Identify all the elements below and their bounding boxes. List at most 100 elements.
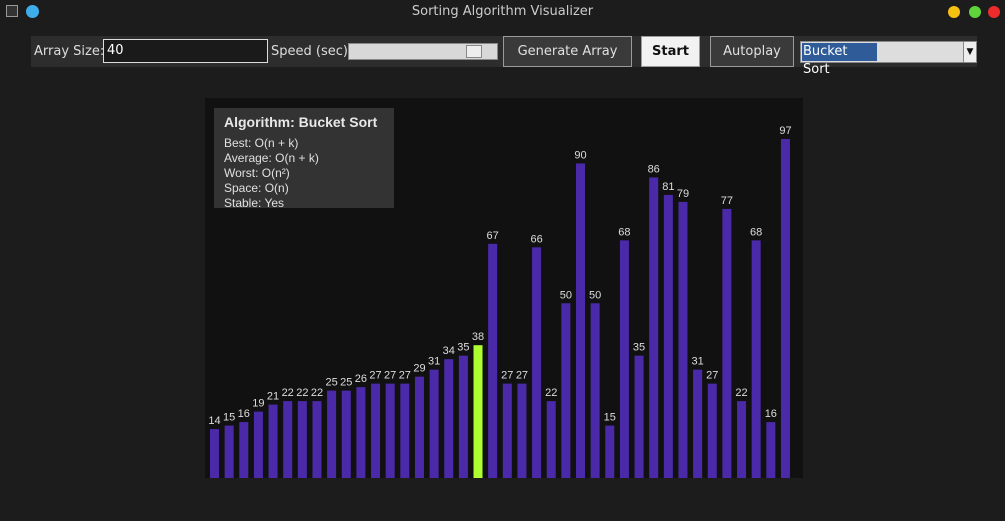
- bar-value-label: 15: [604, 412, 616, 424]
- bar-value-label: 27: [501, 370, 513, 382]
- start-button[interactable]: Start: [641, 36, 700, 67]
- generate-button[interactable]: Generate Array: [503, 36, 632, 67]
- bar-value-label: 35: [633, 342, 645, 354]
- bar-value-label: 15: [223, 412, 235, 424]
- dropdown-arrow[interactable]: ▼: [963, 42, 976, 62]
- bar: [605, 425, 615, 478]
- bar-value-label: 50: [560, 289, 572, 301]
- bar-value-label: 68: [618, 226, 630, 238]
- bar-value-label: 79: [677, 188, 689, 200]
- select-value: Bucket Sort: [802, 43, 877, 77]
- info-line: Best: O(n + k): [224, 136, 298, 150]
- bar: [517, 383, 527, 478]
- bar: [283, 401, 293, 478]
- chart: Algorithm: Bucket Sort Best: O(n + k)Ave…: [205, 98, 803, 478]
- bar-value-label: 90: [574, 149, 586, 161]
- bar: [502, 383, 512, 478]
- bar: [678, 201, 688, 478]
- bar: [239, 422, 249, 478]
- bar: [341, 390, 351, 478]
- bar: [488, 243, 498, 478]
- bar: [707, 383, 717, 478]
- bar: [576, 163, 585, 478]
- bar: [663, 194, 673, 478]
- info-line: Stable: Yes: [224, 196, 284, 210]
- maximize-button[interactable]: [969, 6, 981, 18]
- bar-value-label: 68: [750, 226, 762, 238]
- bar-value-label: 22: [296, 387, 308, 399]
- bar-value-label: 97: [779, 125, 791, 137]
- bar: [400, 383, 410, 478]
- close-button[interactable]: [988, 6, 1000, 18]
- slider-thumb[interactable]: [466, 45, 482, 58]
- bar-value-label: 27: [369, 370, 381, 382]
- bar-value-label: 67: [487, 230, 499, 242]
- array-size-label: Array Size:: [34, 44, 105, 59]
- bar-value-label: 35: [457, 342, 469, 354]
- bar: [297, 401, 307, 478]
- bar-value-label: 38: [472, 331, 484, 343]
- bar: [473, 345, 483, 478]
- bar-value-label: 34: [443, 345, 455, 357]
- bar: [224, 425, 234, 478]
- bar-value-label: 16: [238, 408, 250, 420]
- bar: [327, 390, 337, 478]
- bar-value-label: 86: [648, 163, 660, 175]
- bar: [312, 401, 322, 478]
- info-line: Worst: O(n²): [224, 166, 290, 180]
- bar-value-label: 81: [662, 181, 674, 193]
- bar: [590, 303, 600, 478]
- bar-value-label: 22: [311, 387, 323, 399]
- pin-button[interactable]: [26, 5, 39, 18]
- bar-value-label: 25: [340, 377, 352, 389]
- bar: [751, 240, 761, 478]
- bar: [356, 387, 366, 478]
- bar-value-label: 27: [384, 370, 396, 382]
- bar: [458, 355, 468, 478]
- bar-value-label: 22: [735, 387, 747, 399]
- bar-value-label: 31: [691, 356, 703, 368]
- bar: [429, 369, 439, 478]
- bar-value-label: 31: [428, 356, 440, 368]
- minimize-button[interactable]: [948, 6, 960, 18]
- bar: [546, 401, 556, 478]
- info-line: Average: O(n + k): [224, 151, 319, 165]
- bar-value-label: 27: [706, 370, 718, 382]
- bar-value-label: 21: [267, 391, 279, 403]
- speed-slider[interactable]: [348, 43, 498, 60]
- bar-value-label: 22: [545, 387, 557, 399]
- bar: [385, 383, 395, 478]
- bar: [693, 369, 703, 478]
- app-icon: [6, 5, 18, 17]
- bar: [561, 303, 571, 478]
- bar: [780, 139, 790, 478]
- info-title: Algorithm: Bucket Sort: [224, 114, 378, 130]
- bar-value-label: 29: [413, 363, 425, 375]
- bar: [766, 422, 776, 478]
- algorithm-select[interactable]: Bucket Sort ▼: [800, 41, 977, 77]
- bar: [253, 411, 263, 478]
- bar: [619, 240, 629, 478]
- array-size-input[interactable]: 40: [103, 39, 268, 63]
- speed-label: Speed (sec):: [271, 44, 353, 59]
- bar-value-label: 50: [589, 289, 601, 301]
- bar: [371, 383, 381, 478]
- autoplay-button[interactable]: Autoplay: [710, 36, 794, 67]
- bar-value-label: 66: [530, 233, 542, 245]
- bar-value-label: 77: [721, 195, 733, 207]
- bar: [634, 355, 644, 478]
- bar-value-label: 22: [282, 387, 294, 399]
- bar-value-label: 27: [516, 370, 528, 382]
- bar-value-label: 27: [399, 370, 411, 382]
- bar: [444, 359, 454, 478]
- bar-value-label: 14: [208, 415, 220, 427]
- bar: [649, 177, 659, 478]
- bar-value-label: 25: [325, 377, 337, 389]
- bar-value-label: 16: [765, 408, 777, 420]
- bar-value-label: 19: [252, 398, 264, 410]
- window-title: Sorting Algorithm Visualizer: [411, 4, 594, 19]
- bar: [414, 376, 424, 478]
- bar: [737, 401, 747, 478]
- bar-value-label: 26: [355, 373, 367, 385]
